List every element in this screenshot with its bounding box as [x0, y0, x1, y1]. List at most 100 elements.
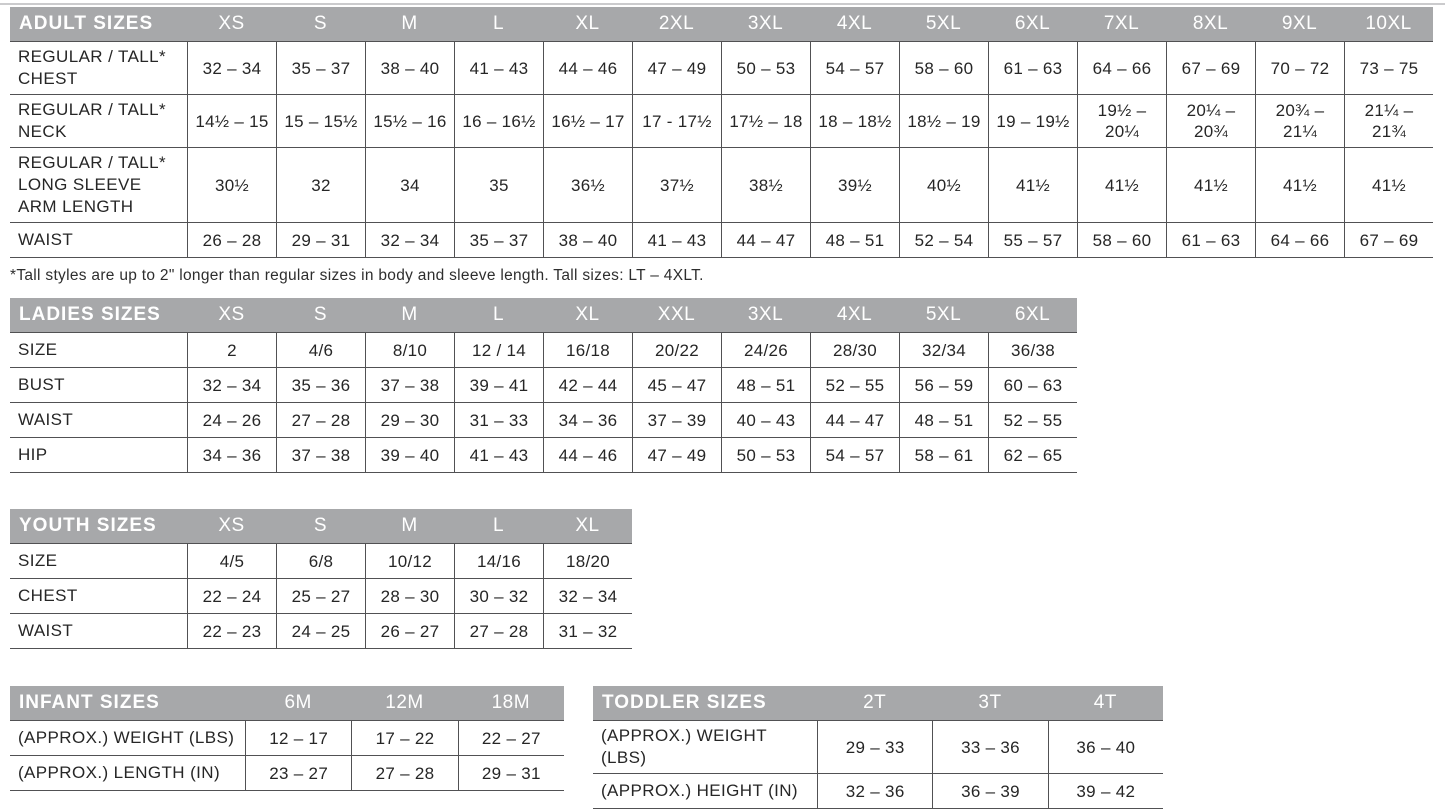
- column-header: L: [492, 13, 505, 34]
- value-cell: 27 – 28: [454, 614, 543, 648]
- value-cell: 16/18: [543, 333, 632, 367]
- value-cell: 36 – 40: [1047, 721, 1163, 773]
- value-cell: 44 – 46: [543, 438, 632, 472]
- value-cell: 18/20: [543, 544, 632, 578]
- value-cell: 67 – 69: [1166, 42, 1255, 94]
- table-row: SIZE 4/5 6/8 10/12 14/16 18/20: [10, 544, 632, 579]
- value-cell: 73 – 75: [1344, 42, 1433, 94]
- value-cell: 29 – 31: [457, 756, 564, 790]
- column-header: 4XL: [836, 304, 873, 325]
- column-header: 7XL: [1103, 13, 1140, 34]
- table-row: (APPROX.) WEIGHT (LBS) 29 – 33 33 – 36 36 –…: [593, 721, 1163, 774]
- column-header: 12M: [385, 692, 424, 713]
- value-cell: 54 – 57: [810, 438, 899, 472]
- table-body: (APPROX.) WEIGHT (LBS) 12 – 17 17 – 22 22 –…: [10, 720, 564, 791]
- value-cell: 10/12: [365, 544, 454, 578]
- value-cell: 44 – 46: [543, 42, 632, 94]
- value-cell: 29 – 30: [365, 403, 454, 437]
- value-cell: 20¼ – 20¾: [1166, 95, 1255, 147]
- column-header: 6M: [284, 692, 312, 713]
- table-row: CHEST 22 – 24 25 – 27 28 – 30 30 – 32 32 – 34: [10, 579, 632, 614]
- value-cell: 37½: [632, 148, 721, 222]
- value-cell: 34 – 36: [543, 403, 632, 437]
- value-cell: 44 – 47: [721, 223, 810, 257]
- value-cell: 31 – 33: [454, 403, 543, 437]
- value-cell: 36/38: [988, 333, 1077, 367]
- column-header: 6XL: [1014, 13, 1051, 34]
- table-row: WAIST 26 – 28 29 – 31 32 – 34 35 – 37 38 – 40…: [10, 223, 1433, 258]
- column-header: M: [401, 13, 418, 34]
- value-cell: 35: [454, 148, 543, 222]
- row-label: REGULAR / TALL* CHEST: [18, 47, 167, 88]
- table-header: INFANT SIZES 6M 12M 18M: [10, 686, 564, 720]
- value-cell: 32/34: [899, 333, 988, 367]
- row-label: HIP: [18, 445, 48, 464]
- column-header: 4T: [1093, 692, 1117, 713]
- column-header: XXL: [657, 304, 696, 325]
- ladies-sizes-table: LADIES SIZES XS S M L XL XXL 3XL 4XL 5XL 6XL SIZE 2 4…: [10, 298, 1077, 473]
- value-cell: 38 – 40: [543, 223, 632, 257]
- column-header: 5XL: [925, 13, 962, 34]
- table-header: LADIES SIZES XS S M L XL XXL 3XL 4XL 5XL 6XL: [10, 298, 1077, 332]
- column-header: 2XL: [658, 13, 695, 34]
- value-cell: 38½: [721, 148, 810, 222]
- value-cell: 48 – 51: [899, 403, 988, 437]
- value-cell: 32 – 34: [365, 223, 454, 257]
- value-cell: 45 – 47: [632, 368, 721, 402]
- value-cell: 12 / 14: [454, 333, 543, 367]
- column-header: XL: [575, 515, 600, 536]
- value-cell: 20¾ – 21¼: [1255, 95, 1344, 147]
- value-cell: 61 – 63: [988, 42, 1077, 94]
- row-label: (APPROX.) LENGTH (IN): [18, 763, 221, 782]
- table-row: (APPROX.) LENGTH (IN) 23 – 27 27 – 28 29 – …: [10, 756, 564, 791]
- value-cell: 50 – 53: [721, 438, 810, 472]
- row-label: WAIST: [18, 230, 74, 249]
- value-cell: 41 – 43: [454, 42, 543, 94]
- value-cell: 27 – 28: [351, 756, 457, 790]
- column-header: S: [313, 304, 328, 325]
- column-header: S: [313, 13, 328, 34]
- value-cell: 35 – 37: [454, 223, 543, 257]
- column-header: 9XL: [1281, 13, 1318, 34]
- row-label: (APPROX.) WEIGHT (LBS): [601, 726, 767, 767]
- column-header: S: [313, 515, 328, 536]
- column-header: XS: [218, 13, 245, 34]
- value-cell: 35 – 36: [276, 368, 365, 402]
- table-title: ADULT SIZES: [19, 13, 154, 34]
- row-label: WAIST: [18, 410, 74, 429]
- value-cell: 23 – 27: [245, 756, 351, 790]
- table-title: INFANT SIZES: [19, 692, 160, 713]
- column-header: XL: [575, 13, 600, 34]
- value-cell: 30 – 32: [454, 579, 543, 613]
- value-cell: 4/5: [187, 544, 276, 578]
- page-top-rule: [0, 3, 1445, 5]
- value-cell: 41 – 43: [632, 223, 721, 257]
- value-cell: 40 – 43: [721, 403, 810, 437]
- value-cell: 37 – 38: [276, 438, 365, 472]
- value-cell: 28 – 30: [365, 579, 454, 613]
- value-cell: 37 – 39: [632, 403, 721, 437]
- value-cell: 4/6: [276, 333, 365, 367]
- table-row: REGULAR / TALL* NECK 14½ – 15 15 – 15½ 15½ …: [10, 95, 1433, 148]
- value-cell: 37 – 38: [365, 368, 454, 402]
- value-cell: 22 – 23: [187, 614, 276, 648]
- table-header: ADULT SIZES XS S M L XL 2XL 3XL 4XL 5XL 6XL 7XL 8XL 9…: [10, 7, 1433, 41]
- value-cell: 18 – 18½: [810, 95, 899, 147]
- row-label: (APPROX.) WEIGHT (LBS): [18, 728, 235, 747]
- value-cell: 41½: [988, 148, 1077, 222]
- value-cell: 39 – 41: [454, 368, 543, 402]
- tall-sizes-footnote: *Tall styles are up to 2" longer than re…: [10, 267, 704, 284]
- value-cell: 35 – 37: [276, 42, 365, 94]
- value-cell: 42 – 44: [543, 368, 632, 402]
- value-cell: 32 – 34: [543, 579, 632, 613]
- column-header: 3T: [978, 692, 1002, 713]
- value-cell: 56 – 59: [899, 368, 988, 402]
- table-row: (APPROX.) HEIGHT (IN) 32 – 36 36 – 39 39 – …: [593, 774, 1163, 809]
- value-cell: 41½: [1344, 148, 1433, 222]
- value-cell: 62 – 65: [988, 438, 1077, 472]
- value-cell: 58 – 61: [899, 438, 988, 472]
- value-cell: 61 – 63: [1166, 223, 1255, 257]
- value-cell: 2: [187, 333, 276, 367]
- value-cell: 47 – 49: [632, 438, 721, 472]
- value-cell: 22 – 24: [187, 579, 276, 613]
